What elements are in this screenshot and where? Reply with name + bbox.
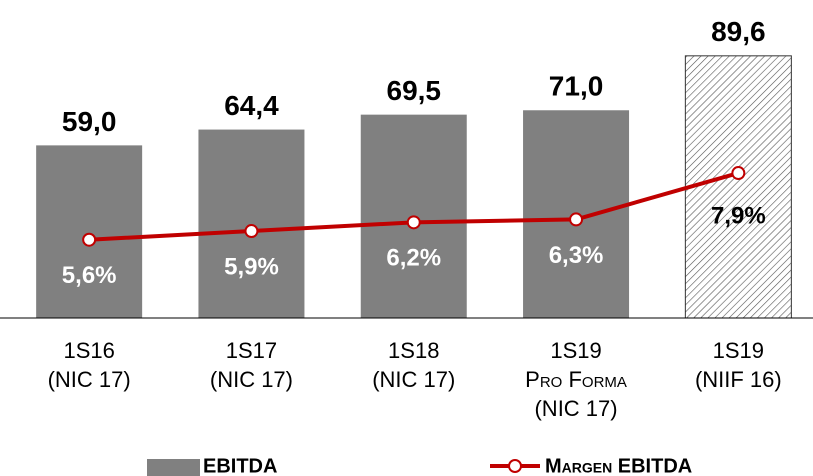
bar-value-label: 89,6 bbox=[711, 16, 766, 47]
legend-label: Margen EBITDA bbox=[545, 455, 692, 476]
margin-value-label: 5,9% bbox=[224, 253, 279, 280]
x-tick-label: 1S19 bbox=[550, 338, 601, 363]
bar bbox=[198, 129, 305, 318]
x-tick-label: 1S18 bbox=[388, 338, 439, 363]
legend-label: EBITDA bbox=[203, 455, 277, 476]
x-tick-label: 1S17 bbox=[226, 338, 277, 363]
x-tick-label: (NIC 17) bbox=[48, 367, 131, 392]
x-tick-label: 1S16 bbox=[63, 338, 114, 363]
x-tick-label: 1S19 bbox=[713, 338, 764, 363]
bar bbox=[684, 55, 792, 319]
margin-marker bbox=[569, 212, 584, 227]
bar-value-label: 59,0 bbox=[62, 106, 117, 137]
x-tick-label: Pro Forma bbox=[525, 367, 627, 392]
margin-value-label: 6,2% bbox=[386, 245, 441, 272]
x-tick-label: (NIC 17) bbox=[210, 367, 293, 392]
margin-marker bbox=[731, 166, 746, 181]
margin-marker bbox=[406, 215, 421, 230]
margin-marker bbox=[82, 232, 97, 247]
bar-value-label: 71,0 bbox=[549, 71, 604, 102]
x-tick-label: (NIC 17) bbox=[372, 367, 455, 392]
bar-value-label: 64,4 bbox=[224, 90, 279, 121]
bar-value-label: 69,5 bbox=[387, 75, 442, 106]
margin-value-label: 5,6% bbox=[62, 262, 117, 289]
legend-swatch bbox=[147, 459, 200, 476]
x-tick-label: (NIIF 16) bbox=[695, 367, 782, 392]
margin-value-label: 6,3% bbox=[549, 242, 604, 269]
x-tick-label: (NIC 17) bbox=[534, 396, 617, 421]
legend-marker bbox=[508, 459, 522, 473]
margin-marker bbox=[244, 224, 259, 239]
margin-value-label: 7,9% bbox=[711, 202, 766, 229]
bar bbox=[36, 145, 143, 318]
